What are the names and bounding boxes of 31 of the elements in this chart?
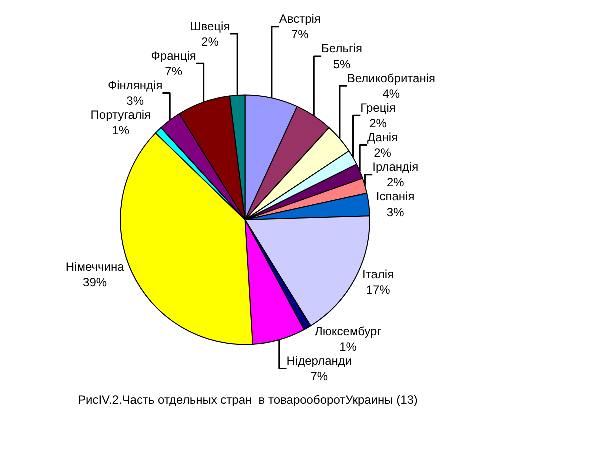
data-label: 7% (310, 370, 328, 384)
data-label: 3% (126, 94, 144, 108)
data-label: 3% (386, 205, 405, 220)
data-label: 7% (165, 64, 183, 78)
data-label: 39% (83, 276, 108, 290)
data-label: 2% (370, 116, 388, 130)
text: РисIV.2.Часть отдельных стран в товарооборотУкраины (13) (78, 393, 418, 407)
data-label: 4% (382, 86, 400, 101)
slice-label: Люксембург (315, 324, 382, 338)
slice-label: Італія (362, 268, 394, 282)
slice-label: Німеччина (66, 260, 125, 274)
slice-label: Австрія (279, 12, 321, 26)
slice-label: Швеція (190, 19, 230, 34)
slice-label: Греція (360, 100, 396, 115)
slice-label: Нідерланди (286, 354, 352, 368)
data-label: 17% (366, 283, 391, 298)
data-label: 1% (112, 124, 130, 138)
slice-label: Іспанія (376, 190, 415, 204)
data-label: 2% (202, 34, 220, 49)
slice-label: Португалія (90, 108, 152, 122)
data-label: 2% (386, 176, 405, 190)
slice-label: Франція (151, 48, 196, 63)
slice-label: Фінляндія (108, 78, 163, 92)
slice-label: Ірландія (372, 160, 419, 174)
data-label: 2% (374, 146, 392, 160)
slice-label: Данія (368, 130, 398, 144)
data-label: 5% (333, 57, 352, 72)
data-label: 7% (291, 28, 310, 42)
slice-label: Бельгія (322, 42, 362, 56)
slice-label: Великобританія (347, 71, 436, 86)
data-label: 1% (340, 340, 358, 354)
